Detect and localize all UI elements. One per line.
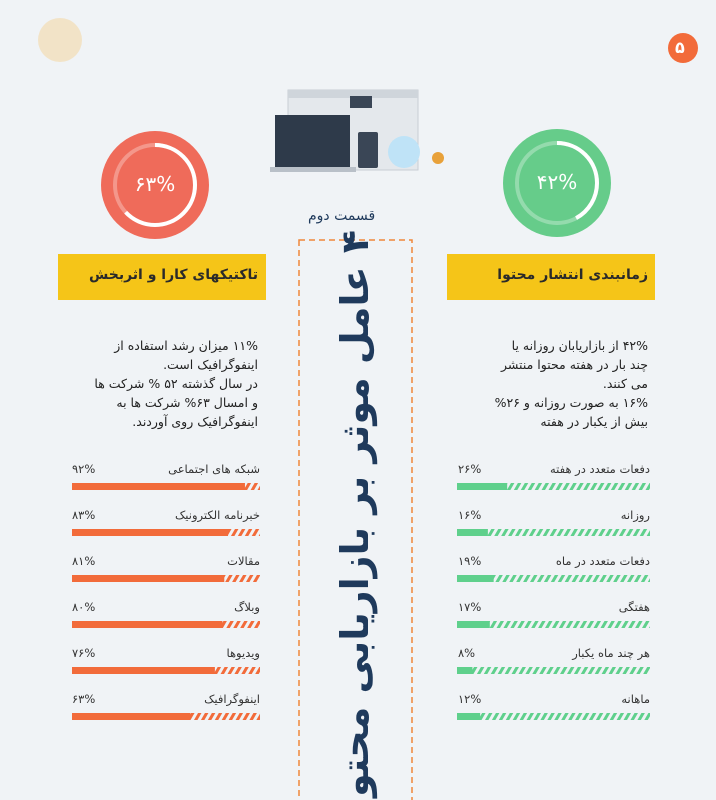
bar-value: ۸۳% bbox=[72, 508, 96, 522]
bar-value: ۷۶% bbox=[72, 646, 96, 660]
bar bbox=[457, 575, 494, 582]
bar bbox=[457, 667, 473, 674]
main-title: ۴ عامل موثر بر بازاریابی محتوا bbox=[333, 229, 377, 800]
bar bbox=[72, 529, 229, 536]
paragraph-line: بیش از یکبار در هفته bbox=[540, 414, 648, 429]
bar-value: ۸۰% bbox=[72, 600, 96, 614]
right-banner bbox=[447, 254, 655, 300]
banner-title: تاکتیکهای کارا و اثربخش bbox=[88, 267, 258, 283]
paragraph-line: در سال گذشته ۵۲ % شرکت ها bbox=[94, 376, 258, 391]
paragraph-line: می کنند. bbox=[602, 376, 648, 391]
bar-track bbox=[457, 667, 650, 674]
center-box bbox=[298, 239, 413, 800]
bar-value: ۱۹% bbox=[458, 554, 482, 568]
circle-label: ۴۲% bbox=[536, 170, 578, 194]
bar-value: ۸۱% bbox=[72, 554, 96, 568]
bar-track bbox=[457, 483, 650, 490]
bar-value: ۱۲% bbox=[458, 692, 482, 706]
bar-value: ۱۶% bbox=[458, 508, 482, 522]
bar-track bbox=[457, 713, 650, 720]
bar-value: ۶۳% bbox=[72, 692, 96, 706]
left-banner bbox=[58, 254, 266, 300]
badge: ۵ bbox=[675, 38, 685, 57]
bar bbox=[457, 529, 488, 536]
bar-label: روزانه bbox=[620, 508, 650, 522]
badge-circle bbox=[668, 33, 698, 63]
ring-arc bbox=[113, 143, 197, 227]
bar-value: ۲۶% bbox=[458, 462, 482, 476]
paragraph-line: ۱۱% میزان رشد استفاده از bbox=[114, 338, 258, 353]
bar bbox=[457, 621, 490, 628]
paragraph-line: اینفوگرافیک است. bbox=[163, 357, 258, 372]
bar-label: دفعات متعدد در ماه bbox=[555, 554, 650, 568]
paragraph-line: چند بار در هفته محتوا منتشر bbox=[501, 357, 648, 372]
part-label: قسمت دوم bbox=[308, 208, 376, 224]
bar bbox=[72, 575, 225, 582]
bar bbox=[457, 483, 508, 490]
bar-label: وبلاگ bbox=[234, 600, 260, 614]
bar-value: ۸% bbox=[458, 646, 476, 660]
bar bbox=[72, 483, 245, 490]
computer-illustration bbox=[270, 89, 444, 172]
bar-label: ماهانه bbox=[621, 692, 650, 706]
bar-value: ۱۷% bbox=[458, 600, 482, 614]
bar bbox=[72, 621, 223, 628]
bar-label: هر چند ماه یکبار bbox=[572, 646, 650, 660]
bar-label: شبکه های اجتماعی bbox=[168, 462, 260, 476]
bar-label: دفعات متعدد در هفته bbox=[550, 462, 650, 476]
banner-title: زمانبندی انتشار محتوا bbox=[497, 267, 648, 283]
blur-logo bbox=[38, 18, 82, 62]
bar bbox=[72, 667, 215, 674]
paragraph-line: و امسال ۶۳% شرکت ها به bbox=[116, 395, 258, 410]
circle-label: ۶۳% bbox=[134, 172, 176, 196]
bar bbox=[72, 713, 191, 720]
ring-arc bbox=[515, 141, 599, 225]
bar-track bbox=[457, 529, 650, 536]
bar-track bbox=[457, 575, 650, 582]
bar bbox=[457, 713, 481, 720]
bar-value: ۹۲% bbox=[72, 462, 96, 476]
paragraph-line: ۱۶% به صورت روزانه و ۲۶% bbox=[494, 395, 648, 410]
paragraph-line: ۴۲% از بازاریابان روزانه یا bbox=[511, 338, 648, 353]
bar-label: ویدیوها bbox=[226, 646, 260, 660]
bar-label: اینفوگرافیک bbox=[204, 692, 260, 706]
bar-label: هفتگی bbox=[618, 600, 650, 614]
paragraph-line: اینفوگرافیک روی آوردند. bbox=[132, 414, 258, 429]
bar-label: مقالات bbox=[227, 554, 260, 568]
bar-track bbox=[457, 621, 650, 628]
bar-label: خبرنامه الکترونیک bbox=[175, 508, 260, 522]
